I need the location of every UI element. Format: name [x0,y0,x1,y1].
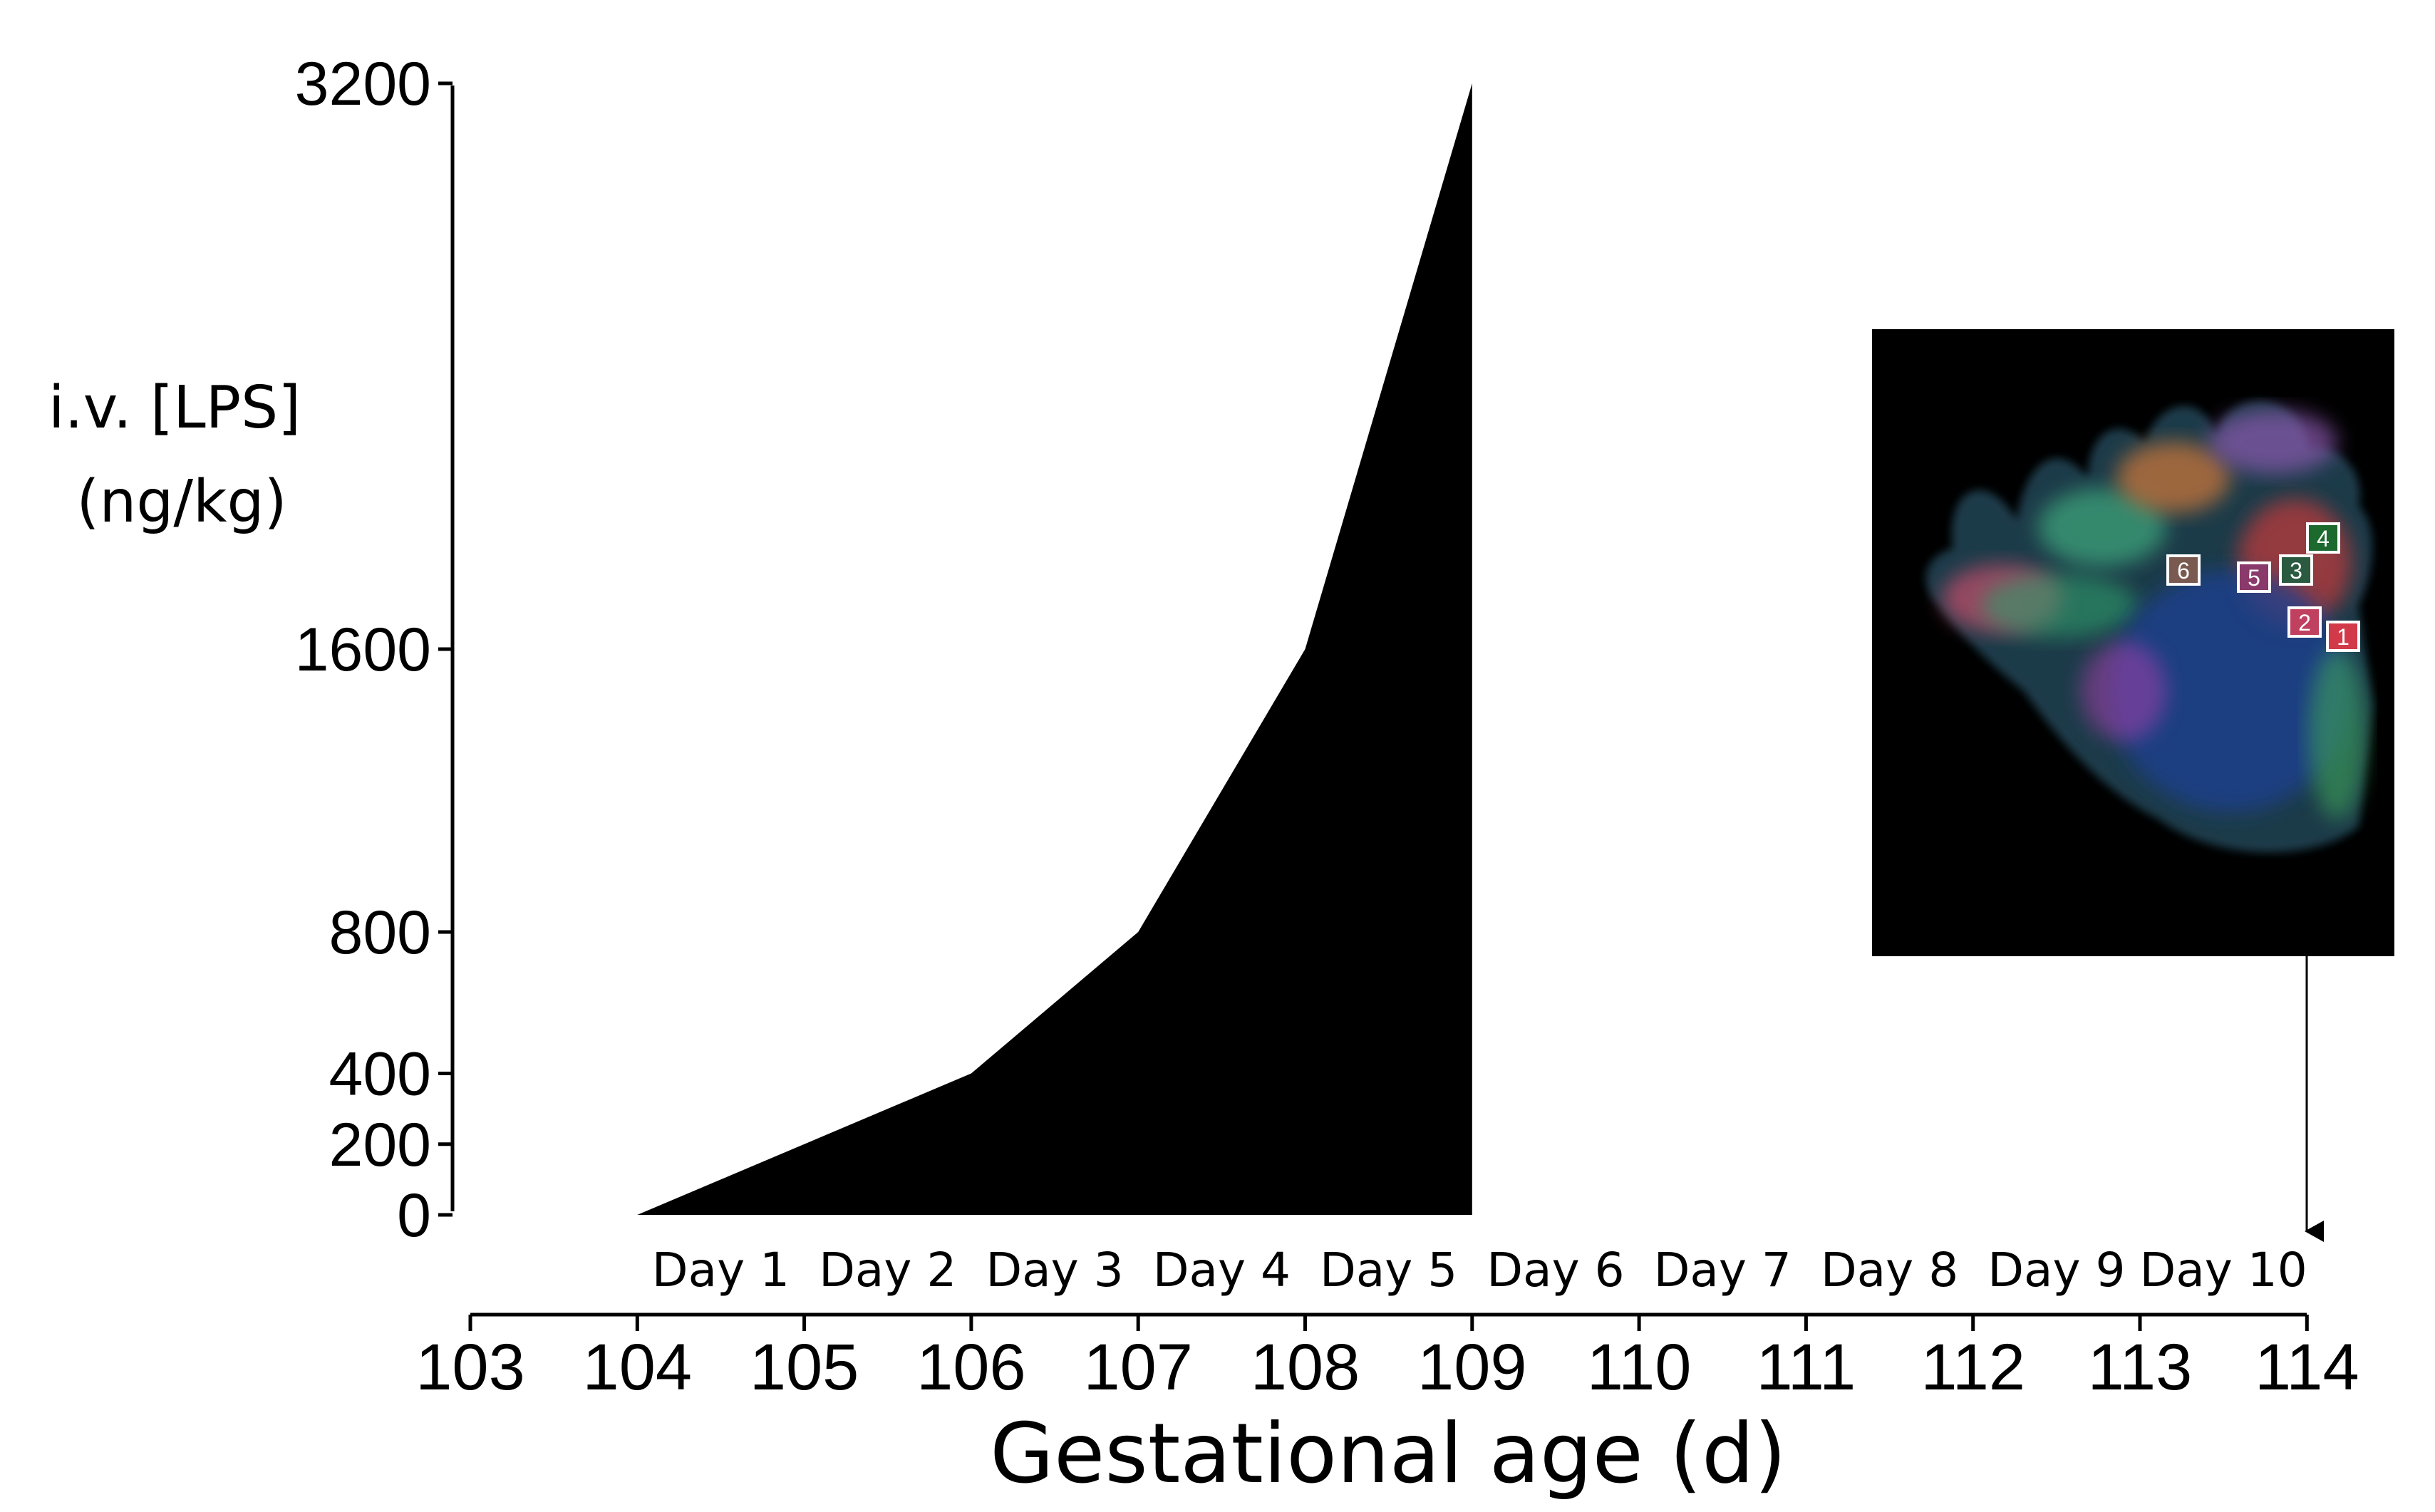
roi-box [2279,554,2313,586]
y-axis-label-line-1: i.v. [LPS] [48,374,301,442]
roi-box [2326,621,2360,652]
day-label: Day 8 [1821,1243,1958,1298]
y-tick-label: 1600 [295,616,431,684]
day-label: Day 9 [1987,1243,2125,1298]
day-label: Day 1 [652,1243,790,1298]
x-tick-label: 109 [1417,1331,1527,1404]
x-tick-label: 104 [583,1331,693,1404]
day-label: Day 5 [1320,1243,1457,1298]
day-label: Day 10 [2140,1243,2307,1298]
roi-box [2306,522,2340,554]
x-axis-label: Gestational age (d) [990,1406,1787,1502]
day-label: Day 3 [986,1243,1123,1298]
roi-label: 4 [2317,526,2330,552]
x-tick-label: 107 [1083,1331,1193,1404]
roi-label: 3 [2290,558,2302,584]
day-labels: Day 1 Day 2 Day 3 Day 4 Day 5 Day 6 Day 7 Day 8… [652,1243,2307,1298]
roi-label: 6 [2177,558,2190,584]
roi-box [2287,606,2322,638]
y-tick-label: 0 [397,1181,431,1250]
day-label: Day 4 [1153,1243,1291,1298]
x-ticks: 103 104 105 106 107 108 109 110 111 112 113 114 [415,1315,2359,1404]
roi-label: 1 [2337,624,2349,650]
day-label: Day 6 [1487,1243,1624,1298]
x-tick-label: 103 [415,1331,525,1404]
x-tick-label: 114 [2255,1331,2359,1404]
roi-box [2166,554,2201,586]
x-tick-label: 110 [1587,1331,1692,1404]
x-tick-label: 111 [1756,1331,1856,1404]
y-tick-label: 3200 [295,50,431,118]
x-tick-label: 113 [2088,1331,2193,1404]
x-tick-label: 106 [916,1331,1026,1404]
x-tick-label: 105 [750,1331,859,1404]
y-axis-label-line-2: (ng/kg) [76,468,286,536]
day-label: Day 7 [1654,1243,1792,1298]
roi-box [2237,561,2271,593]
y-tick-label: 800 [329,899,432,967]
roi-label: 5 [2248,565,2260,591]
day-label: Day 2 [819,1243,956,1298]
x-tick-label: 108 [1251,1331,1360,1404]
area-series [637,83,1472,1215]
y-tick-label: 200 [329,1111,432,1179]
y-tick-label: 400 [329,1040,432,1109]
roi-label: 2 [2298,610,2311,636]
x-tick-label: 112 [1920,1331,2025,1404]
